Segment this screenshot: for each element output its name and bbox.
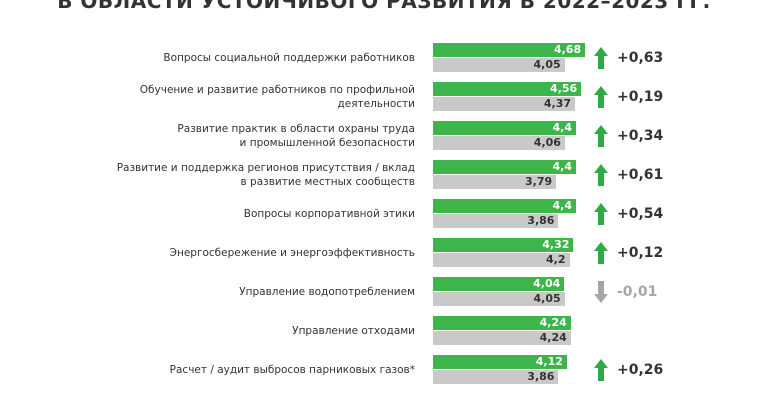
value-label: 4,37 — [543, 97, 572, 110]
category-label: Энергосбережение и энергоэффективность — [169, 247, 415, 259]
arrow-up — [594, 125, 608, 147]
bar — [433, 214, 559, 228]
bar — [433, 160, 576, 174]
bar — [433, 253, 570, 267]
value-label: 4,4 — [552, 199, 573, 212]
category-label: Развитие и поддержка регионов присутстви… — [116, 162, 415, 188]
change-label: -0,01 — [617, 284, 658, 300]
arrow-up — [594, 242, 608, 264]
category-label: Обучение и развитие работников по профил… — [139, 84, 415, 110]
value-label: 4,12 — [535, 355, 563, 368]
bar — [433, 199, 576, 213]
arrow-up — [594, 359, 608, 381]
bar — [433, 331, 571, 345]
value-label: 4,24 — [539, 316, 567, 329]
change-label: +0,19 — [617, 89, 664, 105]
value-label: 4,05 — [533, 58, 561, 71]
arrow-up — [594, 164, 608, 186]
arrow-down — [594, 281, 608, 303]
value-label: 3,86 — [527, 370, 555, 383]
change-label: +0,12 — [617, 245, 664, 261]
change-label: +0,34 — [617, 128, 664, 144]
value-label: 4,56 — [550, 82, 578, 95]
arrow-shape — [594, 164, 608, 186]
value-label: 4,4 — [552, 121, 573, 134]
value-label: 4,68 — [553, 43, 582, 56]
arrow-up — [594, 86, 608, 108]
value-label: 4,06 — [533, 136, 561, 149]
arrow-shape — [594, 203, 608, 225]
value-label: 4,05 — [533, 292, 561, 305]
bar — [433, 175, 557, 189]
bar — [433, 316, 571, 330]
value-label: 3,79 — [525, 175, 553, 188]
value-label: 3,86 — [527, 214, 555, 227]
bar — [433, 43, 586, 57]
category-label: Управление водопотреблением — [239, 286, 415, 298]
value-label: 4,32 — [542, 238, 570, 251]
arrow-shape — [594, 125, 608, 147]
arrow-shape — [594, 86, 608, 108]
value-label: 4,24 — [539, 331, 567, 344]
category-label: Вопросы социальной поддержки работников — [163, 52, 415, 64]
category-label: Развитие практик в области охраны труда … — [177, 123, 415, 149]
change-label: +0,61 — [617, 167, 664, 183]
arrow-shape — [594, 359, 608, 381]
bar — [433, 370, 559, 384]
change-label: +0,26 — [617, 362, 664, 378]
change-label: +0,63 — [617, 50, 664, 66]
bar — [433, 97, 576, 111]
change-label: +0,54 — [617, 206, 664, 222]
value-label: 4,2 — [546, 253, 566, 266]
bar — [433, 277, 565, 291]
bar — [433, 136, 565, 150]
arrow-shape — [594, 242, 608, 264]
category-label: Расчет / аудит выбросов парниковых газов… — [169, 364, 415, 376]
bar — [433, 58, 565, 72]
arrow-up — [594, 203, 608, 225]
value-label: 4,4 — [552, 160, 573, 173]
value-label: 4,04 — [533, 277, 561, 290]
bar — [433, 355, 567, 369]
bar — [433, 292, 565, 306]
chart-title: В ОБЛАСТИ УСТОЙЧИВОГО РАЗВИТИЯ В 2022–20… — [57, 0, 711, 13]
category-label: Управление отходами — [292, 325, 415, 337]
arrow-shape — [594, 281, 608, 303]
arrow-up — [594, 47, 608, 69]
bar — [433, 82, 582, 96]
bar — [433, 238, 574, 252]
category-label: Вопросы корпоративной этики — [243, 208, 415, 220]
bar — [433, 121, 576, 135]
arrow-shape — [594, 47, 608, 69]
